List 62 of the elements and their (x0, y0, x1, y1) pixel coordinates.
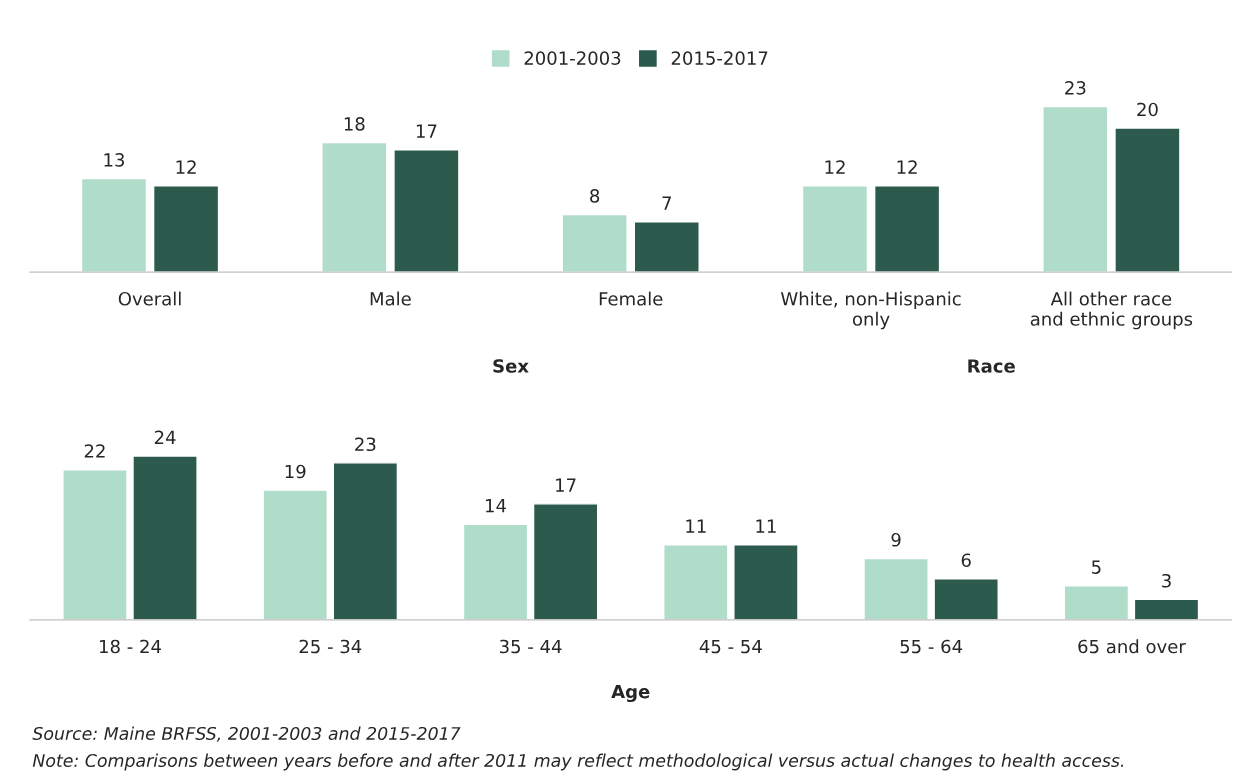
text: Sex (493, 359, 529, 373)
text: Race (968, 359, 1015, 373)
data-label: 12 (897, 160, 917, 174)
data-label: 18 (344, 117, 365, 131)
source-note: Source: Maine BRFSS, 2001-2003 and 2015-2017 (32, 726, 461, 742)
legend-label: 2001-2003 (524, 51, 621, 65)
data-label: 11 (686, 519, 706, 533)
data-label: 23 (1065, 81, 1086, 95)
data-label: 19 (285, 464, 306, 479)
bar (321, 141, 388, 273)
bar (332, 462, 399, 620)
data-label: 24 (154, 430, 176, 444)
x-tick-label: 65 and over (1078, 639, 1186, 654)
bar (633, 221, 700, 273)
data-label: 14 (486, 499, 506, 513)
data-label: 3 (1162, 573, 1171, 588)
bar (1042, 105, 1109, 273)
data-label: 12 (825, 160, 845, 174)
bar (1063, 585, 1130, 620)
bar (863, 557, 929, 620)
x-tick-label: Male (370, 291, 411, 306)
x-tick-label: White, non-Hispanic only (780, 291, 961, 330)
data-label: 22 (84, 444, 105, 458)
bar (561, 213, 628, 273)
bar (393, 149, 460, 273)
bar (80, 177, 148, 273)
x-tick-label: 45 - 54 (699, 639, 762, 654)
data-label: 9 (891, 532, 901, 547)
data-label: 6 (961, 553, 971, 568)
x-tick-label: Overall (118, 291, 181, 306)
bar (262, 489, 328, 620)
x-axis-title: Age (611, 684, 650, 703)
data-label: 8 (590, 189, 600, 203)
data-label: 17 (556, 478, 576, 492)
x-tick-label: 55 - 64 (900, 639, 963, 654)
data-label: 11 (756, 519, 776, 533)
bar (62, 469, 128, 620)
bar (873, 185, 941, 273)
x-tick-label: All other race and ethnic groups (1030, 291, 1193, 330)
x-tick-label: Female (599, 291, 663, 306)
bar (733, 544, 799, 620)
bar (801, 185, 869, 273)
data-label: 7 (662, 196, 671, 210)
bar (132, 455, 198, 620)
bar (532, 503, 599, 620)
x-tick-label: 18 - 24 (100, 639, 161, 654)
data-label: 17 (416, 124, 437, 138)
data-label: 12 (176, 160, 196, 174)
data-label: 5 (1092, 560, 1101, 574)
bar (1114, 127, 1181, 273)
data-label: 13 (104, 153, 125, 167)
data-label: 23 (355, 437, 376, 452)
bar (933, 578, 999, 620)
x-tick-label: 25 - 34 (299, 639, 362, 654)
bar (152, 185, 220, 273)
bar (462, 523, 529, 620)
data-label: 20 (1137, 102, 1158, 117)
text: Note: Comparisons between years before and after 2011 may reflect methodological versus actual changes to health access. (32, 753, 1124, 771)
bar (1133, 598, 1200, 620)
x-tick-label: 35 - 44 (499, 639, 562, 654)
legend-label: 2015-2017 (671, 51, 768, 65)
bar (663, 544, 729, 620)
